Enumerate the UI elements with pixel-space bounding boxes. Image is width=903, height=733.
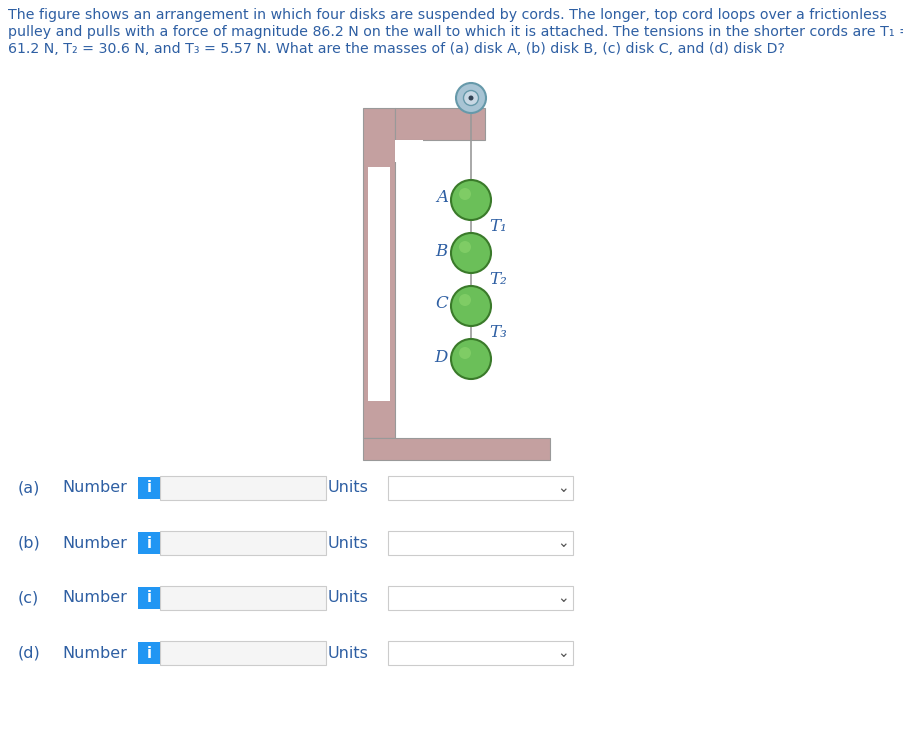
Text: (b): (b): [18, 536, 41, 550]
Text: (d): (d): [18, 646, 41, 660]
Text: D: D: [434, 348, 448, 366]
Text: i: i: [146, 646, 152, 660]
FancyBboxPatch shape: [138, 642, 160, 664]
FancyBboxPatch shape: [395, 140, 423, 162]
Circle shape: [468, 95, 473, 100]
Text: ⌄: ⌄: [556, 536, 568, 550]
Text: 61.2 N, T₂ = 30.6 N, and T₃ = 5.57 N. What are the masses of (a) disk A, (b) dis: 61.2 N, T₂ = 30.6 N, and T₃ = 5.57 N. Wh…: [8, 42, 784, 56]
Text: Number: Number: [62, 481, 126, 496]
Text: i: i: [146, 536, 152, 550]
Text: ⌄: ⌄: [556, 481, 568, 495]
Text: i: i: [146, 481, 152, 496]
Text: T₃: T₃: [489, 324, 507, 341]
Text: (a): (a): [18, 481, 41, 496]
Text: T₂: T₂: [489, 271, 507, 288]
FancyBboxPatch shape: [387, 531, 573, 555]
Text: T₁: T₁: [489, 218, 507, 235]
Text: pulley and pulls with a force of magnitude 86.2 N on the wall to which it is att: pulley and pulls with a force of magnitu…: [8, 25, 903, 39]
Text: The figure shows an arrangement in which four disks are suspended by cords. The : The figure shows an arrangement in which…: [8, 8, 886, 22]
FancyBboxPatch shape: [160, 586, 326, 610]
FancyBboxPatch shape: [160, 641, 326, 665]
FancyBboxPatch shape: [160, 531, 326, 555]
FancyBboxPatch shape: [138, 587, 160, 609]
Circle shape: [459, 241, 470, 253]
Circle shape: [451, 233, 490, 273]
Text: Units: Units: [328, 536, 368, 550]
FancyBboxPatch shape: [138, 477, 160, 499]
Text: Units: Units: [328, 646, 368, 660]
Text: i: i: [146, 591, 152, 605]
Circle shape: [459, 294, 470, 306]
Circle shape: [451, 339, 490, 379]
Text: B: B: [435, 243, 448, 259]
FancyBboxPatch shape: [160, 476, 326, 500]
Text: A: A: [435, 190, 448, 207]
FancyBboxPatch shape: [138, 532, 160, 554]
Circle shape: [459, 188, 470, 200]
Text: Number: Number: [62, 591, 126, 605]
FancyBboxPatch shape: [363, 438, 549, 460]
Text: Units: Units: [328, 481, 368, 496]
FancyBboxPatch shape: [395, 108, 485, 140]
FancyBboxPatch shape: [387, 641, 573, 665]
Text: (c): (c): [18, 591, 39, 605]
FancyBboxPatch shape: [363, 108, 395, 438]
Text: Number: Number: [62, 536, 126, 550]
Text: C: C: [434, 295, 448, 312]
Circle shape: [451, 180, 490, 220]
FancyBboxPatch shape: [387, 586, 573, 610]
Circle shape: [463, 90, 478, 106]
Circle shape: [455, 83, 486, 113]
Text: Number: Number: [62, 646, 126, 660]
Text: ⌄: ⌄: [556, 646, 568, 660]
Circle shape: [459, 347, 470, 359]
FancyBboxPatch shape: [368, 167, 389, 401]
Text: ⌄: ⌄: [556, 591, 568, 605]
Text: Units: Units: [328, 591, 368, 605]
Circle shape: [451, 286, 490, 326]
FancyBboxPatch shape: [387, 476, 573, 500]
